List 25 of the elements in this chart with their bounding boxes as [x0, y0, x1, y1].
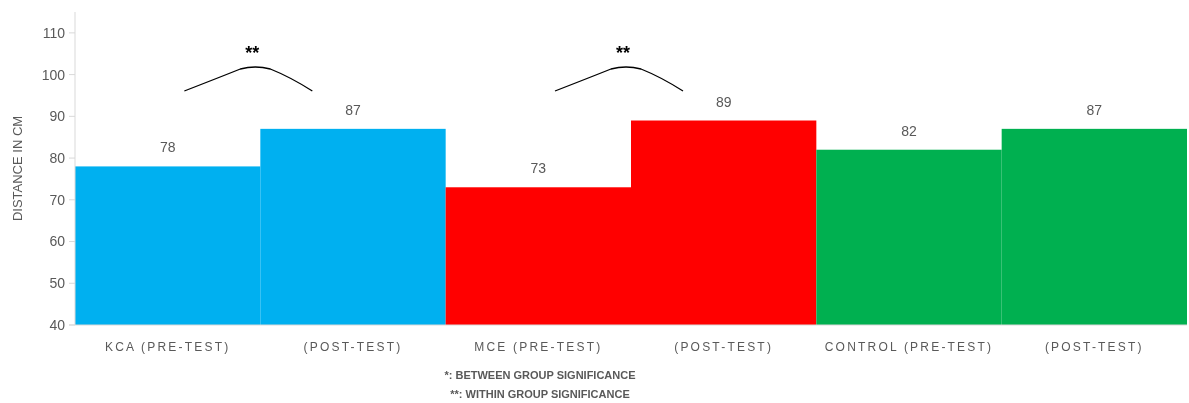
- x-tick-label: (POST-TEST): [674, 340, 774, 354]
- data-label: 87: [345, 101, 361, 118]
- data-label: 73: [530, 160, 547, 177]
- data-label: 87: [1086, 101, 1103, 118]
- y-tick-label: 100: [41, 66, 66, 83]
- annotation: **: [615, 43, 631, 63]
- data-label: 89: [715, 93, 732, 110]
- data-label: 78: [159, 139, 176, 156]
- text: *: BETWEEN GROUP SIGNIFICANCE: [444, 369, 636, 381]
- y-tick-label: 40: [49, 316, 66, 333]
- x-tick-label: (POST-TEST): [1044, 340, 1144, 354]
- x-tick-label: CONTROL (PRE-TEST): [824, 340, 994, 354]
- y-tick-label: 110: [42, 24, 66, 41]
- y-tick-label: 50: [49, 275, 66, 292]
- y-tick-label: 60: [49, 233, 66, 250]
- y-tick-label: 80: [49, 149, 66, 166]
- data-label: 82: [901, 122, 917, 139]
- y-axis-title: DISTANCE IN CM: [10, 115, 25, 222]
- y-tick-label: 90: [49, 108, 66, 125]
- x-tick-label: KCA (PRE-TEST): [104, 340, 231, 354]
- x-tick-label: (POST-TEST): [303, 340, 403, 354]
- y-tick-label: 70: [49, 191, 66, 208]
- x-tick-label: MCE (PRE-TEST): [474, 340, 603, 354]
- text: **: WITHIN GROUP SIGNIFICANCE: [450, 388, 630, 400]
- annotation: **: [245, 43, 260, 63]
